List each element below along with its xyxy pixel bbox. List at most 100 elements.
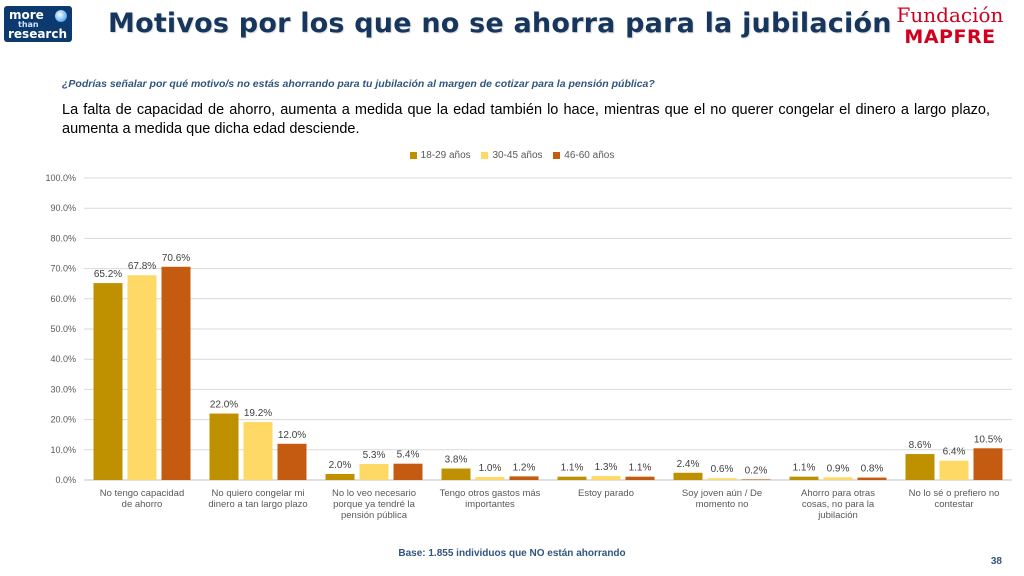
x-category-label: No tengo capacidad (100, 488, 185, 499)
bar-data-label: 22.0% (210, 400, 238, 411)
bar-18-29-años (673, 472, 703, 480)
bar-data-label: 65.2% (94, 269, 122, 280)
bar-18-29-años (789, 476, 819, 480)
bar-46-60-años (393, 463, 423, 480)
bar-18-29-años (557, 476, 587, 480)
bar-30-45-años (475, 476, 505, 480)
bar-data-label: 1.3% (595, 462, 618, 473)
bar-data-label: 10.5% (974, 434, 1002, 445)
legend-swatch-30-45 (481, 151, 489, 159)
x-category-label: Ahorro para otras (801, 488, 875, 499)
page-title: Motivos por los que no se ahorra para la… (108, 8, 892, 39)
survey-question: ¿Podrías señalar por qué motivo/s no est… (62, 78, 655, 90)
bar-data-label: 1.2% (513, 462, 536, 473)
legend-label-30-45: 30-45 años (492, 150, 543, 161)
more-than-research-logo: more than research (4, 6, 72, 42)
page-number: 38 (990, 556, 1002, 567)
y-tick-label: 80.0% (50, 233, 76, 243)
bar-30-45-años (939, 460, 969, 480)
bar-30-45-años (127, 275, 157, 480)
legend-label-18-29: 18-29 años (420, 150, 471, 161)
bar-data-label: 70.6% (162, 253, 190, 264)
bar-data-label: 67.8% (128, 261, 156, 272)
x-category-label: No lo veo necesario (332, 488, 416, 499)
x-category-label: Soy joven aún / De (682, 488, 762, 499)
bar-18-29-años (209, 413, 239, 480)
bar-30-45-años (359, 463, 389, 480)
chart-legend: 18-29 años 30-45 años 46-60 años (0, 150, 1024, 161)
bar-data-label: 0.9% (827, 463, 850, 474)
bar-30-45-años (243, 422, 273, 480)
summary-text: La falta de capacidad de ahorro, aumenta… (62, 102, 990, 137)
bar-data-label: 3.8% (445, 455, 468, 466)
y-tick-label: 70.0% (50, 264, 76, 274)
bar-46-60-años (161, 266, 191, 480)
bar-46-60-años (277, 443, 307, 480)
logo-globe-icon (55, 10, 67, 22)
bar-46-60-años (857, 477, 887, 480)
bar-data-label: 12.0% (278, 430, 306, 441)
bar-46-60-años (625, 476, 655, 480)
bar-46-60-años (509, 476, 539, 480)
x-category-label: momento no (696, 499, 749, 510)
y-tick-label: 30.0% (50, 384, 76, 394)
bar-data-label: 1.1% (793, 463, 816, 474)
y-tick-label: 100.0% (45, 173, 76, 183)
y-tick-label: 90.0% (50, 203, 76, 213)
base-note: Base: 1.855 individuos que NO están ahor… (398, 548, 626, 559)
bar-data-label: 6.4% (943, 447, 966, 458)
logo-left-line2: than (18, 20, 39, 29)
bar-data-label: 5.4% (397, 450, 420, 461)
x-category-label: jubilación (817, 510, 858, 521)
x-category-label: No lo sé o prefiero no (909, 488, 1000, 499)
bar-data-label: 1.1% (629, 463, 652, 474)
brand-line2: MAPFRE (904, 26, 996, 48)
bar-data-label: 0.8% (861, 464, 884, 475)
bar-data-label: 0.6% (711, 464, 734, 475)
bar-18-29-años (93, 283, 123, 480)
x-category-label: pensión pública (341, 510, 408, 521)
legend-item-46-60: 46-60 años (553, 150, 614, 161)
bar-data-label: 0.2% (745, 465, 768, 476)
x-category-label: No quiero congelar mi (212, 488, 305, 499)
x-category-label: Tengo otros gastos más (440, 488, 541, 499)
bar-data-label: 2.4% (677, 459, 700, 470)
y-tick-label: 60.0% (50, 294, 76, 304)
y-tick-label: 20.0% (50, 415, 76, 425)
bar-18-29-años (905, 454, 935, 480)
x-category-label: cosas, no para la (802, 499, 875, 510)
x-category-label: Estoy parado (578, 488, 634, 499)
bar-46-60-años (973, 448, 1003, 480)
bar-30-45-años (823, 477, 853, 480)
x-category-label: importantes (465, 499, 515, 510)
logo-left-line3: research (8, 27, 68, 41)
legend-swatch-18-29 (409, 151, 417, 159)
bar-30-45-años (707, 478, 737, 480)
x-category-label: porque ya tendré la (333, 499, 416, 510)
x-category-label: contestar (934, 499, 973, 510)
bar-18-29-años (441, 468, 471, 480)
y-tick-label: 0.0% (55, 475, 76, 485)
legend-swatch-46-60 (553, 151, 561, 159)
bar-18-29-años (325, 473, 355, 480)
bar-data-label: 19.2% (244, 408, 272, 419)
bar-data-label: 8.6% (909, 440, 932, 451)
y-tick-label: 10.0% (50, 445, 76, 455)
y-tick-label: 50.0% (50, 324, 76, 334)
bar-data-label: 1.0% (479, 463, 502, 474)
bar-data-label: 5.3% (363, 450, 386, 461)
bar-30-45-años (591, 476, 621, 480)
bar-data-label: 2.0% (329, 460, 352, 471)
legend-label-46-60: 46-60 años (564, 150, 615, 161)
bar-46-60-años (741, 479, 771, 480)
legend-item-30-45: 30-45 años (481, 150, 543, 161)
x-category-label: dinero a tan largo plazo (208, 499, 307, 510)
legend-item-18-29: 18-29 años (409, 150, 471, 161)
brand-line1: Fundación (896, 3, 1004, 27)
x-category-label: de ahorro (122, 499, 163, 510)
fundacion-mapfre-logo: Fundación MAPFRE (890, 4, 1010, 48)
bar-data-label: 1.1% (561, 463, 584, 474)
y-tick-label: 40.0% (50, 354, 76, 364)
logo-left-line1: more (9, 8, 44, 22)
